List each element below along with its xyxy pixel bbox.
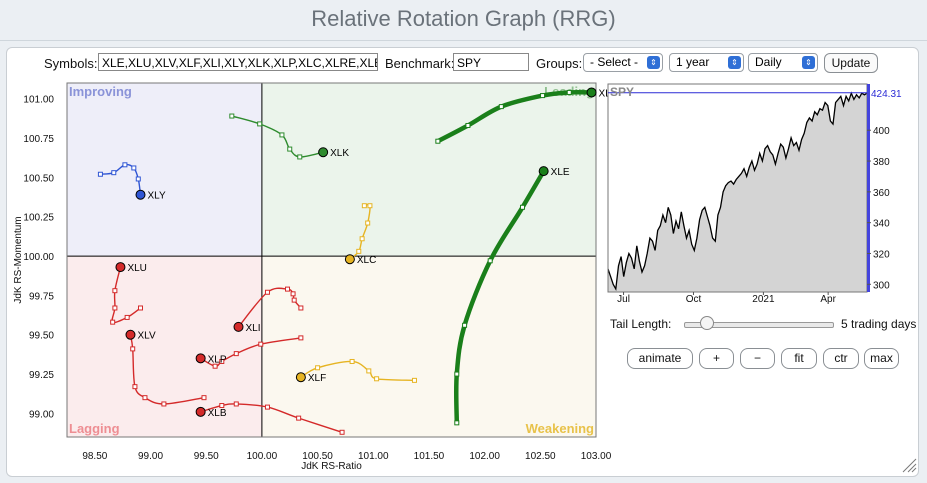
groups-select[interactable]: - Select - ⇕ [583, 53, 663, 72]
select-arrows-icon: ⇕ [728, 56, 741, 69]
frequency-select-value: Daily [755, 55, 782, 69]
benchmark-label: Benchmark: [385, 56, 455, 71]
tail-length-slider-track[interactable] [684, 322, 834, 328]
period-select[interactable]: 1 year ⇕ [669, 53, 744, 72]
select-arrows-icon: ⇕ [647, 56, 660, 69]
tail-length-value: 5 trading days [841, 317, 917, 331]
max-button[interactable]: max [864, 348, 899, 369]
symbols-input[interactable]: XLE,XLU,XLV,XLF,XLI,XLY,XLK,XLP,XLC,XLRE… [98, 53, 378, 71]
tail-length-slider-thumb[interactable] [700, 316, 714, 330]
tail-length-label: Tail Length: [610, 317, 672, 331]
groups-select-value: - Select - [590, 55, 639, 69]
zoom-in-button[interactable]: + [699, 348, 734, 369]
select-arrows-icon: ⇕ [802, 56, 815, 69]
zoom-out-button[interactable]: − [740, 348, 775, 369]
fit-button[interactable]: fit [781, 348, 817, 369]
center-button[interactable]: ctr [823, 348, 859, 369]
rrg-panel [6, 47, 919, 477]
period-select-value: 1 year [676, 55, 710, 69]
update-button[interactable]: Update [824, 53, 878, 73]
groups-label: Groups: [536, 56, 583, 71]
benchmark-input[interactable]: SPY [453, 53, 529, 71]
animate-button[interactable]: animate [627, 348, 693, 369]
symbols-label: Symbols: [44, 56, 98, 71]
title-divider [0, 40, 927, 41]
page-title: Relative Rotation Graph (RRG) [311, 6, 616, 31]
frequency-select[interactable]: Daily ⇕ [748, 53, 818, 72]
